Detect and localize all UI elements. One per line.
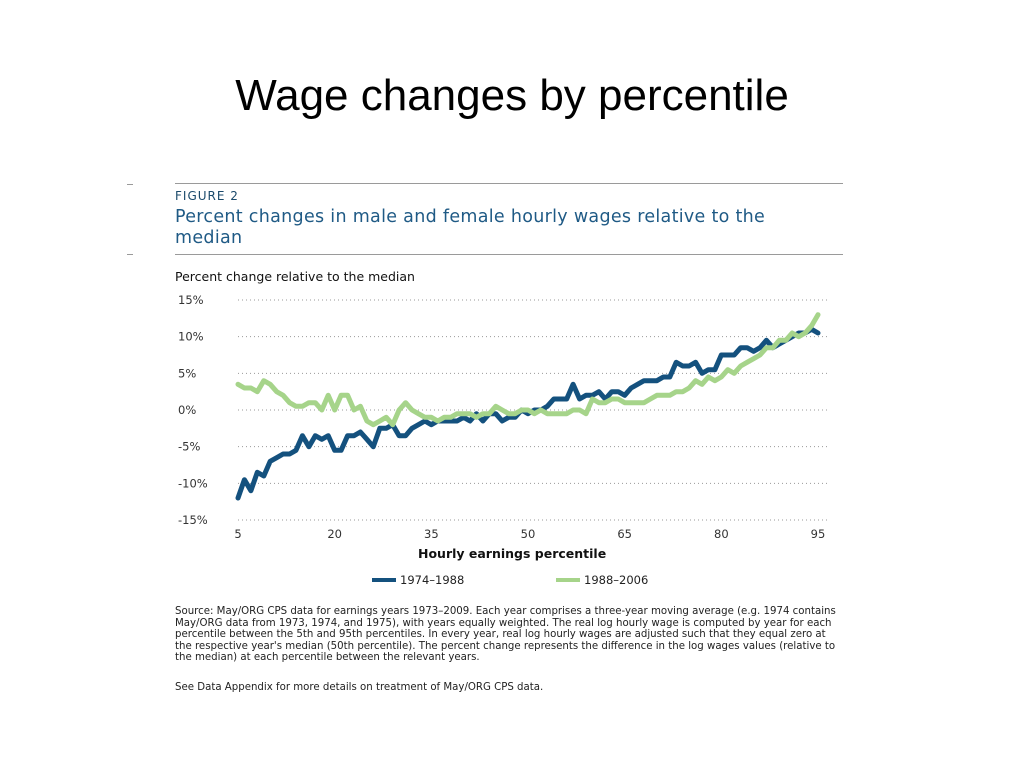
- y-tick-label: 10%: [178, 330, 204, 344]
- x-tick-label: 20: [327, 527, 342, 541]
- top-left-dash: [127, 184, 133, 185]
- x-tick-label: 95: [811, 527, 826, 541]
- figure-label: FIGURE 2: [175, 189, 239, 203]
- y-tick-label: -10%: [178, 476, 208, 490]
- x-tick-label: 65: [617, 527, 632, 541]
- figure-top-rule: [175, 183, 843, 184]
- x-tick-label: 50: [521, 527, 536, 541]
- legend-swatch-series-1: [372, 577, 396, 582]
- series-line-2: [235, 312, 821, 428]
- slide-title: Wage changes by percentile: [235, 71, 789, 120]
- legend-label-series-2: 1988–2006: [584, 573, 649, 587]
- figure-appendix-note: See Data Appendix for more details on tr…: [175, 682, 544, 693]
- x-tick-label: 35: [424, 527, 439, 541]
- figure-source-note: Source: May/ORG CPS data for earnings ye…: [175, 606, 836, 664]
- x-axis-label: Hourly earnings percentile: [418, 546, 607, 561]
- figure-title-rule: [175, 254, 843, 255]
- legend-item-series-1: 1974–1988: [372, 573, 464, 587]
- legend-item-series-2: 1988–2006: [556, 573, 648, 587]
- figure-title: Percent changes in male and female hourl…: [175, 207, 766, 248]
- y-tick-label: -15%: [178, 513, 208, 527]
- y-tick-label: 15%: [178, 293, 204, 307]
- mid-left-dash: [127, 254, 133, 255]
- legend-swatch-series-2: [556, 577, 580, 582]
- legend-label-series-1: 1974–1988: [400, 573, 465, 587]
- y-tick-label: -5%: [178, 440, 200, 454]
- series-line-1: [235, 326, 821, 501]
- y-tick-label: 5%: [178, 366, 196, 380]
- y-tick-label: 0%: [178, 403, 196, 417]
- y-axis-label: Percent change relative to the median: [175, 269, 415, 284]
- x-tick-label: 80: [714, 527, 729, 541]
- x-tick-label: 5: [234, 527, 241, 541]
